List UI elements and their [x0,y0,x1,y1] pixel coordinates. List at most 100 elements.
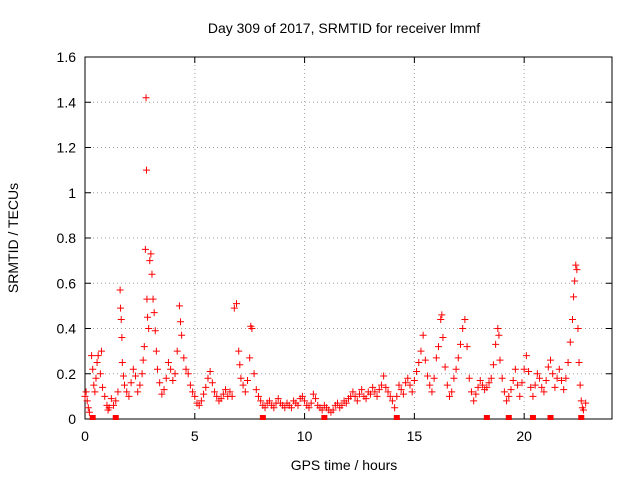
data-point [211,388,219,396]
data-point [287,404,295,412]
data-point [342,399,350,407]
data-point [454,354,462,362]
data-point [142,94,150,102]
data-point [395,381,403,389]
x-tick-label: 0 [81,428,89,444]
data-point [505,392,513,400]
data-point [241,388,249,396]
data-point [443,381,451,389]
baseline-marker [529,415,536,420]
data-point [91,388,99,396]
data-point [579,406,587,414]
data-point [503,397,511,405]
data-point [116,286,124,294]
data-point [371,388,379,396]
data-point [406,381,414,389]
data-point [494,325,502,332]
data-point [384,388,392,396]
data-point [180,354,188,362]
data-point [81,392,89,400]
data-point [520,365,528,373]
data-point [101,392,109,400]
data-point [125,392,133,400]
data-point [463,343,471,351]
data-point [338,401,346,409]
data-point [536,374,544,382]
data-point [117,315,125,323]
data-point [417,347,425,355]
data-point [228,392,236,400]
data-point [402,379,410,387]
data-point [421,356,429,364]
data-point [118,358,126,366]
data-point [206,367,214,375]
baseline-marker [321,415,328,420]
data-point [573,266,581,274]
data-point [270,404,278,412]
x-tick-label: 15 [407,428,423,444]
data-point [246,354,254,362]
data-point [353,397,361,405]
data-point [459,325,467,332]
data-point [123,388,131,396]
data-point [509,377,517,385]
data-point [522,352,530,360]
data-point [150,309,158,317]
data-point [562,374,570,382]
data-point [358,386,366,394]
data-point [557,377,565,385]
y-tick-label: 1 [68,185,76,201]
data-point [349,388,357,396]
data-point [85,408,93,416]
data-point [132,372,140,380]
data-point [84,404,92,412]
data-point [399,390,407,398]
data-point [160,386,168,394]
data-point [143,295,151,303]
data-point [551,383,559,391]
y-tick-label: 0.2 [57,366,77,382]
data-point [329,406,337,414]
data-point [197,397,205,405]
baseline-marker [112,415,119,420]
data-point [82,388,90,396]
data-point [195,401,203,409]
data-point [156,379,164,387]
baseline-marker [89,415,96,420]
data-point [547,356,555,364]
data-point [309,390,317,398]
y-tick-label: 0.6 [57,275,77,291]
data-point [149,295,157,303]
data-point [413,367,421,375]
baseline-marker [547,415,554,420]
data-point [582,399,590,407]
data-point [261,404,269,412]
baseline-marker [259,415,266,420]
data-point [141,245,149,253]
data-point [531,381,539,389]
data-point [424,372,432,380]
data-point [164,358,172,366]
data-point [529,392,537,400]
data-point [415,358,423,366]
data-point [553,374,561,382]
data-point [142,166,150,174]
data-point [404,374,412,382]
y-tick-label: 0 [68,411,76,427]
data-point [432,354,440,362]
data-point [119,372,127,380]
y-tick-label: 1.6 [57,49,77,65]
data-point [351,392,359,400]
data-point [446,392,454,400]
data-point [461,315,469,323]
data-point [362,395,370,403]
data-point [208,379,216,387]
data-point [138,370,146,378]
data-point [204,374,212,382]
data-point [540,388,548,396]
data-point [465,374,473,382]
data-point [178,331,186,339]
x-axis-label: GPS time / hours [291,457,398,473]
data-point [114,388,122,396]
y-tick-label: 1.2 [57,140,77,156]
